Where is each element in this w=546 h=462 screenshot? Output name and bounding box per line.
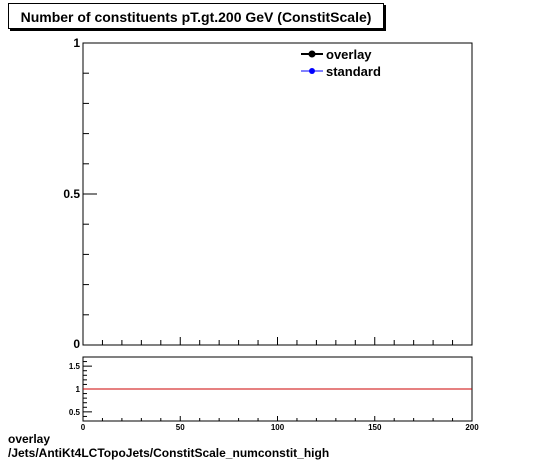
main-plot-frame xyxy=(82,42,473,346)
footer-line-1: overlay xyxy=(8,432,51,446)
ratio-x-tick-label: 100 xyxy=(271,423,285,432)
ratio-y-tick-label: 1.5 xyxy=(69,362,81,371)
legend-label-standard: standard xyxy=(326,64,381,79)
ratio-x-tick-label: 50 xyxy=(176,423,185,432)
ratio-x-tick-label: 150 xyxy=(368,423,382,432)
legend-marker-overlay-icon xyxy=(301,50,323,58)
ratio-x-tick-label: 200 xyxy=(465,423,479,432)
legend-marker-standard-icon xyxy=(301,68,323,74)
main-y-tick-label: 0 xyxy=(73,337,80,351)
main-y-tick-label: 1 xyxy=(73,36,80,50)
ratio-x-tick-label: 0 xyxy=(81,423,86,432)
legend-label-overlay: overlay xyxy=(326,47,372,62)
ratio-y-tick-label: 1 xyxy=(76,385,81,394)
footer-line-2: /Jets/AntiKt4LCTopoJets/ConstitScale_num… xyxy=(8,446,330,460)
footer: overlay /Jets/AntiKt4LCTopoJets/ConstitS… xyxy=(8,432,329,460)
ratio-y-tick-label: 0.5 xyxy=(69,408,81,417)
main-y-tick-label: 0.5 xyxy=(63,187,80,201)
chart-title: Number of constituents pT.gt.200 GeV (Co… xyxy=(8,3,384,29)
